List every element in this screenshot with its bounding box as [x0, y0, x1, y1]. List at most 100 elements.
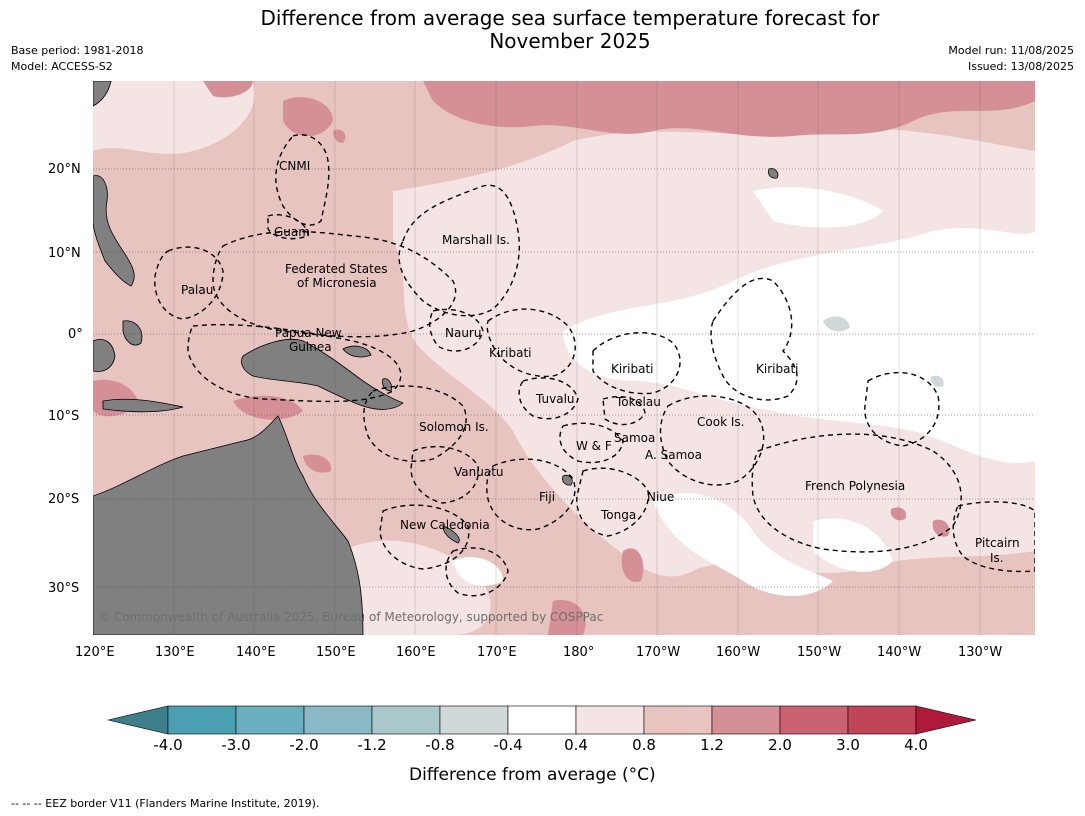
land-new-britain — [342, 345, 372, 358]
anomaly-region-warm — [621, 548, 644, 582]
lat-tick-label: 30°S — [48, 581, 80, 596]
lat-tick-label: 10°S — [48, 409, 80, 424]
place-label: Kiribati — [611, 362, 653, 376]
colorbar-segment — [575, 705, 645, 735]
place-label: Fiji — [539, 490, 555, 504]
place-label: Niue — [647, 490, 674, 504]
place-label: W & F — [576, 439, 612, 453]
colorbar-segment — [779, 705, 849, 735]
place-label: Palau — [181, 283, 213, 297]
colorbar-tick-label: 1.2 — [700, 736, 724, 754]
eez-palau — [154, 246, 224, 320]
colorbar-segment — [235, 705, 305, 735]
anomaly-region-warm — [303, 454, 332, 473]
lon-tick-label: 140°E — [236, 645, 276, 660]
place-label: Kiribati — [756, 362, 798, 376]
land-new-guinea — [241, 338, 404, 410]
eez-pitcairn — [952, 501, 1035, 573]
colorbar-tick-label: 3.0 — [836, 736, 860, 754]
anomaly-region-cool — [930, 375, 944, 387]
colorbar-tick-label: -0.4 — [493, 736, 523, 754]
colorbar-segment — [711, 705, 781, 735]
colorbar-segment — [507, 705, 577, 735]
place-label: Nauru — [445, 326, 481, 340]
place-label: Kiribati — [489, 346, 531, 360]
anomaly-region-neutral — [563, 228, 1035, 464]
land-fiji — [562, 474, 573, 486]
place-label: of Micronesia — [297, 276, 377, 290]
land-lesser-sunda — [102, 398, 184, 413]
eez-vanuatu — [410, 445, 480, 504]
lat-tick-label: 20°S — [48, 492, 80, 507]
land-sulawesi — [122, 320, 143, 346]
place-label: Cook Is. — [697, 415, 744, 429]
map-canvas: CNMI Guam Marshall Is. Federated States … — [93, 81, 1035, 635]
colorbar-tick-label: -4.0 — [153, 736, 183, 754]
lon-tick-label: 150°E — [316, 645, 356, 660]
place-label: New Caledonia — [400, 518, 490, 532]
anomaly-region-light — [93, 81, 255, 154]
colorbar-segment — [847, 705, 917, 735]
anomaly-region-warm — [423, 81, 1035, 137]
anomaly-region-warm — [233, 395, 303, 420]
place-label: Guinea — [289, 340, 332, 354]
anomaly-region-neutral — [753, 187, 883, 228]
eez-line-is — [864, 371, 940, 447]
colorbar-segments — [107, 705, 977, 735]
anomaly-region-neutral — [813, 518, 893, 572]
lon-tick-label: 170°E — [477, 645, 517, 660]
place-label: French Polynesia — [805, 479, 905, 493]
lon-tick-label: 170°W — [636, 645, 681, 660]
land-philippines — [93, 175, 135, 287]
eez-nauru — [429, 308, 484, 352]
colorbar-tick-label: 4.0 — [904, 736, 928, 754]
colorbar-segment — [439, 705, 509, 735]
place-label: Guam — [274, 225, 310, 239]
anomaly-region-warm — [333, 129, 346, 143]
eez-marshall — [398, 184, 520, 317]
colorbar-tick-label: -1.2 — [357, 736, 387, 754]
map-title: Difference from average sea surface temp… — [0, 7, 1085, 53]
title-line-2: November 2025 — [489, 29, 651, 53]
colorbar-segment — [303, 705, 373, 735]
place-label: Vanuatu — [454, 465, 504, 479]
anomaly-region-light — [328, 540, 491, 635]
colorbar-tick-label: -3.0 — [221, 736, 251, 754]
anomaly-region-warm — [548, 600, 586, 635]
place-label: Samoa — [614, 431, 655, 445]
run-info: Model run: 11/08/2025 Issued: 13/08/2025 — [948, 43, 1074, 75]
land-borneo — [93, 339, 116, 372]
eez-kiribati-west — [486, 308, 576, 378]
eez-kiribati-east — [710, 277, 798, 401]
land-new-caledonia — [442, 525, 460, 544]
lon-tick-label: 160°W — [716, 645, 761, 660]
eez-solomon — [363, 385, 467, 462]
model-run: Model run: 11/08/2025 — [948, 44, 1074, 57]
lat-tick-label: 20°N — [48, 162, 81, 177]
lon-tick-label: 140°W — [877, 645, 922, 660]
colorbar-segment — [643, 705, 713, 735]
place-label: Pitcairn — [975, 536, 1020, 550]
base-info: Base period: 1981-2018 Model: ACCESS-S2 — [11, 43, 143, 75]
title-line-1: Difference from average sea surface temp… — [260, 6, 880, 30]
eez-cook — [659, 395, 765, 486]
colorbar-tick-label: 2.0 — [768, 736, 792, 754]
anomaly-region-cool — [823, 316, 850, 332]
colorbar-tick-label: -2.0 — [289, 736, 319, 754]
place-label: CNMI — [279, 159, 310, 173]
place-label: Is. — [990, 551, 1004, 565]
colorbar-segment — [167, 705, 237, 735]
eez-borders — [154, 134, 1035, 597]
place-labels: CNMI Guam Marshall Is. Federated States … — [181, 159, 1020, 565]
colorbar — [107, 705, 977, 735]
eez-tuvalu — [518, 377, 579, 420]
place-label: Marshall Is. — [442, 233, 510, 247]
place-label: Tuvalu — [535, 392, 575, 406]
colorbar-extend-low — [107, 705, 169, 735]
place-label: Tonga — [600, 508, 636, 522]
anomaly-region-warm — [283, 97, 333, 136]
sst-anomaly-map: CNMI Guam Marshall Is. Federated States … — [93, 81, 1035, 635]
base-period: Base period: 1981-2018 — [11, 44, 144, 57]
land-taiwan — [93, 81, 112, 107]
eez-cnmi — [275, 134, 330, 226]
